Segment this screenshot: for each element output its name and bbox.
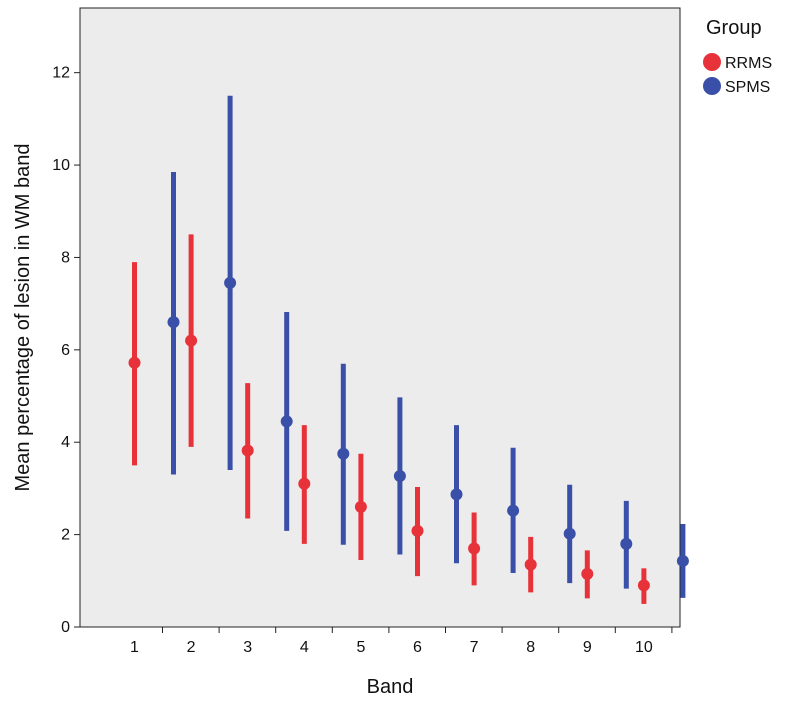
x-tick-label: 7 [470, 639, 479, 656]
mean-point [411, 524, 424, 537]
mean-point [620, 537, 633, 550]
mean-point [224, 276, 237, 289]
mean-point [563, 527, 576, 540]
mean-point [167, 316, 180, 329]
legend-marker-rrms [703, 53, 721, 71]
legend-label-spms: SPMS [725, 79, 770, 96]
x-tick-label: 4 [300, 639, 309, 656]
series-spms [167, 95, 689, 598]
x-tick-label: 9 [583, 639, 592, 656]
y-tick-label: 4 [61, 434, 70, 451]
x-tick-label: 8 [526, 639, 535, 656]
series-rrms [128, 234, 650, 604]
x-tick-label: 6 [413, 639, 422, 656]
mean-point [241, 444, 254, 457]
x-tick-label: 5 [356, 639, 365, 656]
x-tick-label: 1 [130, 639, 139, 656]
mean-point [524, 558, 537, 571]
mean-point [337, 447, 350, 460]
legend: Group RRMS SPMS [703, 17, 772, 96]
mean-point [468, 542, 481, 555]
y-tick-label: 10 [52, 157, 70, 174]
y-tick-label: 12 [52, 65, 70, 82]
mean-point [637, 579, 650, 592]
x-tick-label: 3 [243, 639, 252, 656]
y-tick-label: 6 [61, 342, 70, 359]
y-tick-label: 0 [61, 619, 70, 636]
y-tick-label: 2 [61, 527, 70, 544]
mean-point [185, 334, 198, 347]
y-axis-title: Mean percentage of lesion in WM band [12, 144, 34, 492]
mean-point [507, 504, 520, 517]
mean-point [280, 415, 293, 428]
x-tick-label: 2 [187, 639, 196, 656]
x-tick-label: 10 [635, 639, 653, 656]
mean-point [393, 469, 406, 482]
mean-point [128, 356, 141, 369]
legend-title: Group [706, 17, 762, 39]
mean-point [298, 477, 311, 490]
legend-marker-spms [703, 77, 721, 95]
plot-area [79, 7, 681, 628]
y-tick-label: 8 [61, 249, 70, 266]
y-axis: 0 2 4 6 8 10 12 [52, 65, 80, 636]
mean-point [676, 554, 689, 567]
mean-point [581, 567, 594, 580]
legend-label-rrms: RRMS [725, 55, 772, 72]
series-layer [128, 95, 689, 604]
mean-point [354, 500, 367, 513]
x-axis-title: Band [367, 676, 414, 698]
mean-point [450, 488, 463, 501]
x-axis: 1 2 3 4 5 6 7 8 9 10 [130, 627, 673, 656]
